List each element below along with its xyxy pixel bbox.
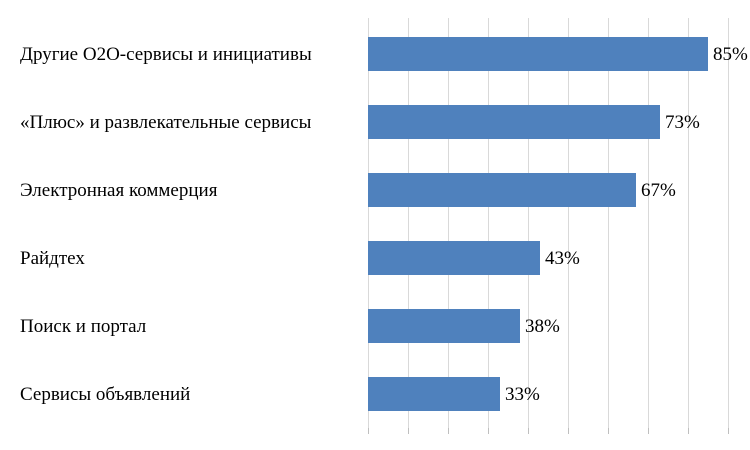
axis-ticks (368, 428, 729, 434)
bar-2 (368, 105, 660, 139)
category-label-6: Сервисы объявлений (20, 384, 190, 405)
category-label-5: Поиск и портал (20, 316, 147, 337)
category-label-3: Электронная коммерция (20, 180, 218, 201)
data-label-1: 85% (713, 44, 748, 65)
grid (368, 18, 729, 428)
category-label-2: «Плюс» и развлекательные сервисы (20, 112, 312, 133)
bar-6 (368, 377, 500, 411)
category-label-4: Райдтех (20, 248, 85, 269)
category-label-1: Другие O2O-сервисы и инициативы (20, 44, 312, 65)
bar-4 (368, 241, 540, 275)
data-label-3: 67% (641, 180, 676, 201)
data-labels: 85% 73% 67% 43% 38% 33% (505, 44, 748, 405)
bar-5 (368, 309, 520, 343)
bar-3 (368, 173, 636, 207)
bars (368, 37, 708, 411)
data-label-6: 33% (505, 384, 540, 405)
data-label-4: 43% (545, 248, 580, 269)
category-labels: Другие O2O-сервисы и инициативы «Плюс» и … (20, 44, 312, 405)
data-label-2: 73% (665, 112, 700, 133)
data-label-5: 38% (525, 316, 560, 337)
bar-1 (368, 37, 708, 71)
